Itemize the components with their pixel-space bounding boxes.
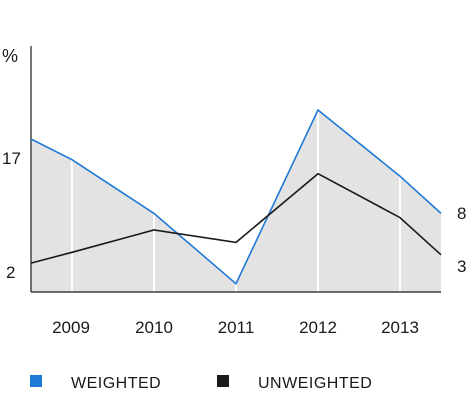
x-tick-labels: 2009 2010 2011 2012 2013: [52, 318, 419, 337]
legend-label-unweighted: UNWEIGHTED: [258, 375, 372, 392]
series-line-unweighted: [30, 172, 442, 264]
x-tick-label-2013: 2013: [381, 318, 419, 337]
end-label-weighted: 8: [457, 204, 466, 223]
legend-label-weighted: WEIGHTED: [71, 375, 161, 392]
y-axis-unit-label: %: [2, 46, 18, 66]
y-tick-label-17: 17: [2, 149, 21, 168]
x-tick-label-2011: 2011: [218, 318, 255, 337]
weighted-area-fill: [31, 110, 441, 292]
series-line-weighted: [30, 108, 442, 285]
y-tick-label-2: 2: [6, 263, 15, 282]
legend-swatch-unweighted: [217, 375, 229, 387]
x-tick-label-2012: 2012: [299, 318, 337, 337]
plot-area: [30, 46, 442, 293]
legend-swatch-weighted: [30, 375, 42, 387]
legend: WEIGHTED UNWEIGHTED: [30, 375, 372, 392]
x-tick-label-2010: 2010: [135, 318, 173, 337]
end-label-unweighted: 3: [457, 257, 466, 276]
x-tick-label-2009: 2009: [52, 318, 90, 337]
